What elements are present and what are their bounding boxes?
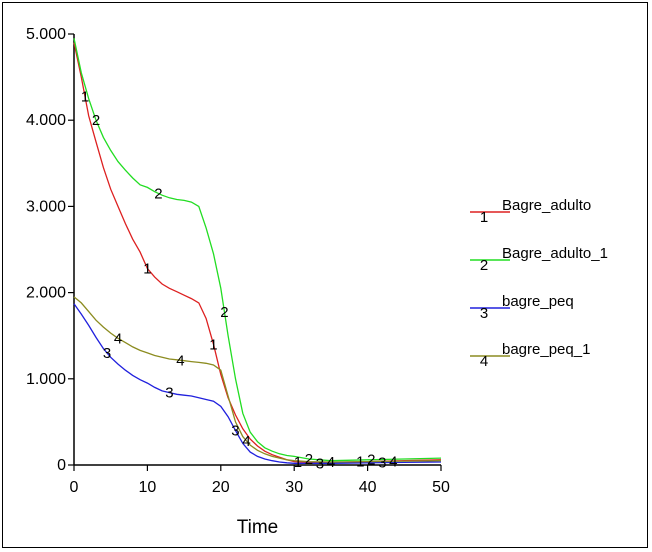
y-tick-label: 4.000 <box>26 112 66 129</box>
y-tick-label: 3.000 <box>26 198 66 215</box>
series-marker-4: 4 <box>327 454 335 471</box>
legend-label: bagre_peq_1 <box>502 341 590 358</box>
axes <box>73 34 441 466</box>
series-line-bagre-adulto <box>73 42 442 464</box>
series-line-bagre-peq <box>73 303 442 464</box>
series-marker-4: 4 <box>114 330 122 347</box>
series-marker-4: 4 <box>242 433 250 450</box>
x-tick-label: 20 <box>212 479 230 496</box>
x-tick-label: 30 <box>285 479 303 496</box>
y-tick-label: 1.000 <box>26 371 66 388</box>
series-lines <box>73 38 442 464</box>
series-marker-4: 4 <box>389 453 397 470</box>
series-marker-1: 1 <box>81 88 89 105</box>
series-marker-1: 1 <box>356 454 364 471</box>
y-tick-label: 2.000 <box>26 285 66 302</box>
series-marker-3: 3 <box>316 455 324 472</box>
series-line-bagre-adulto-1 <box>73 38 442 462</box>
series-marker-1: 1 <box>294 454 302 471</box>
legend-marker: 1 <box>480 209 488 226</box>
y-tick-label: 0 <box>57 457 66 474</box>
legend-label: Bagre_adulto <box>502 197 591 214</box>
legend-marker: 2 <box>480 257 488 274</box>
x-axis-ticks: 0 10 20 30 40 50 <box>70 465 450 496</box>
series-marker-2: 2 <box>220 304 228 321</box>
series-marker-3: 3 <box>231 423 239 440</box>
series-line-bagre-peq-1 <box>73 296 442 463</box>
series-marker-1: 1 <box>209 336 217 353</box>
series-marker-2: 2 <box>367 452 375 469</box>
legend-marker: 4 <box>480 353 488 370</box>
series-marker-2: 2 <box>92 112 100 129</box>
legend-item-bagre-adulto-1: 2 Bagre_adulto_1 <box>470 245 608 274</box>
x-tick-label: 40 <box>359 479 377 496</box>
legend-marker: 3 <box>480 305 488 322</box>
legend-item-bagre-peq: 3 bagre_peq <box>470 293 574 322</box>
x-tick-label: 0 <box>70 479 79 496</box>
x-tick-label: 50 <box>432 479 450 496</box>
series-marker-3: 3 <box>165 385 173 402</box>
y-tick-label: 5.000 <box>26 26 66 43</box>
legend-label: bagre_peq <box>502 293 574 310</box>
y-axis-ticks: 0 1.000 2.000 3.000 4.000 5.000 <box>26 26 74 474</box>
x-tick-label: 10 <box>139 479 157 496</box>
series-marker-2: 2 <box>305 451 313 468</box>
series-marker-1: 1 <box>143 260 151 277</box>
legend-item-bagre-adulto: 1 Bagre_adulto <box>470 197 591 226</box>
series-marker-3: 3 <box>378 455 386 472</box>
series-marker-4: 4 <box>176 352 184 369</box>
legend: 1 Bagre_adulto 2 Bagre_adulto_1 3 bagre_peq 4b… <box>470 197 608 370</box>
series-marker-2: 2 <box>154 185 162 202</box>
legend-item-bagre-peq-1: 4 bagre_peq_1 <box>470 341 590 370</box>
legend-label: Bagre_adulto_1 <box>502 245 608 262</box>
x-axis-title: Time <box>237 517 279 538</box>
series-marker-3: 3 <box>103 345 111 362</box>
